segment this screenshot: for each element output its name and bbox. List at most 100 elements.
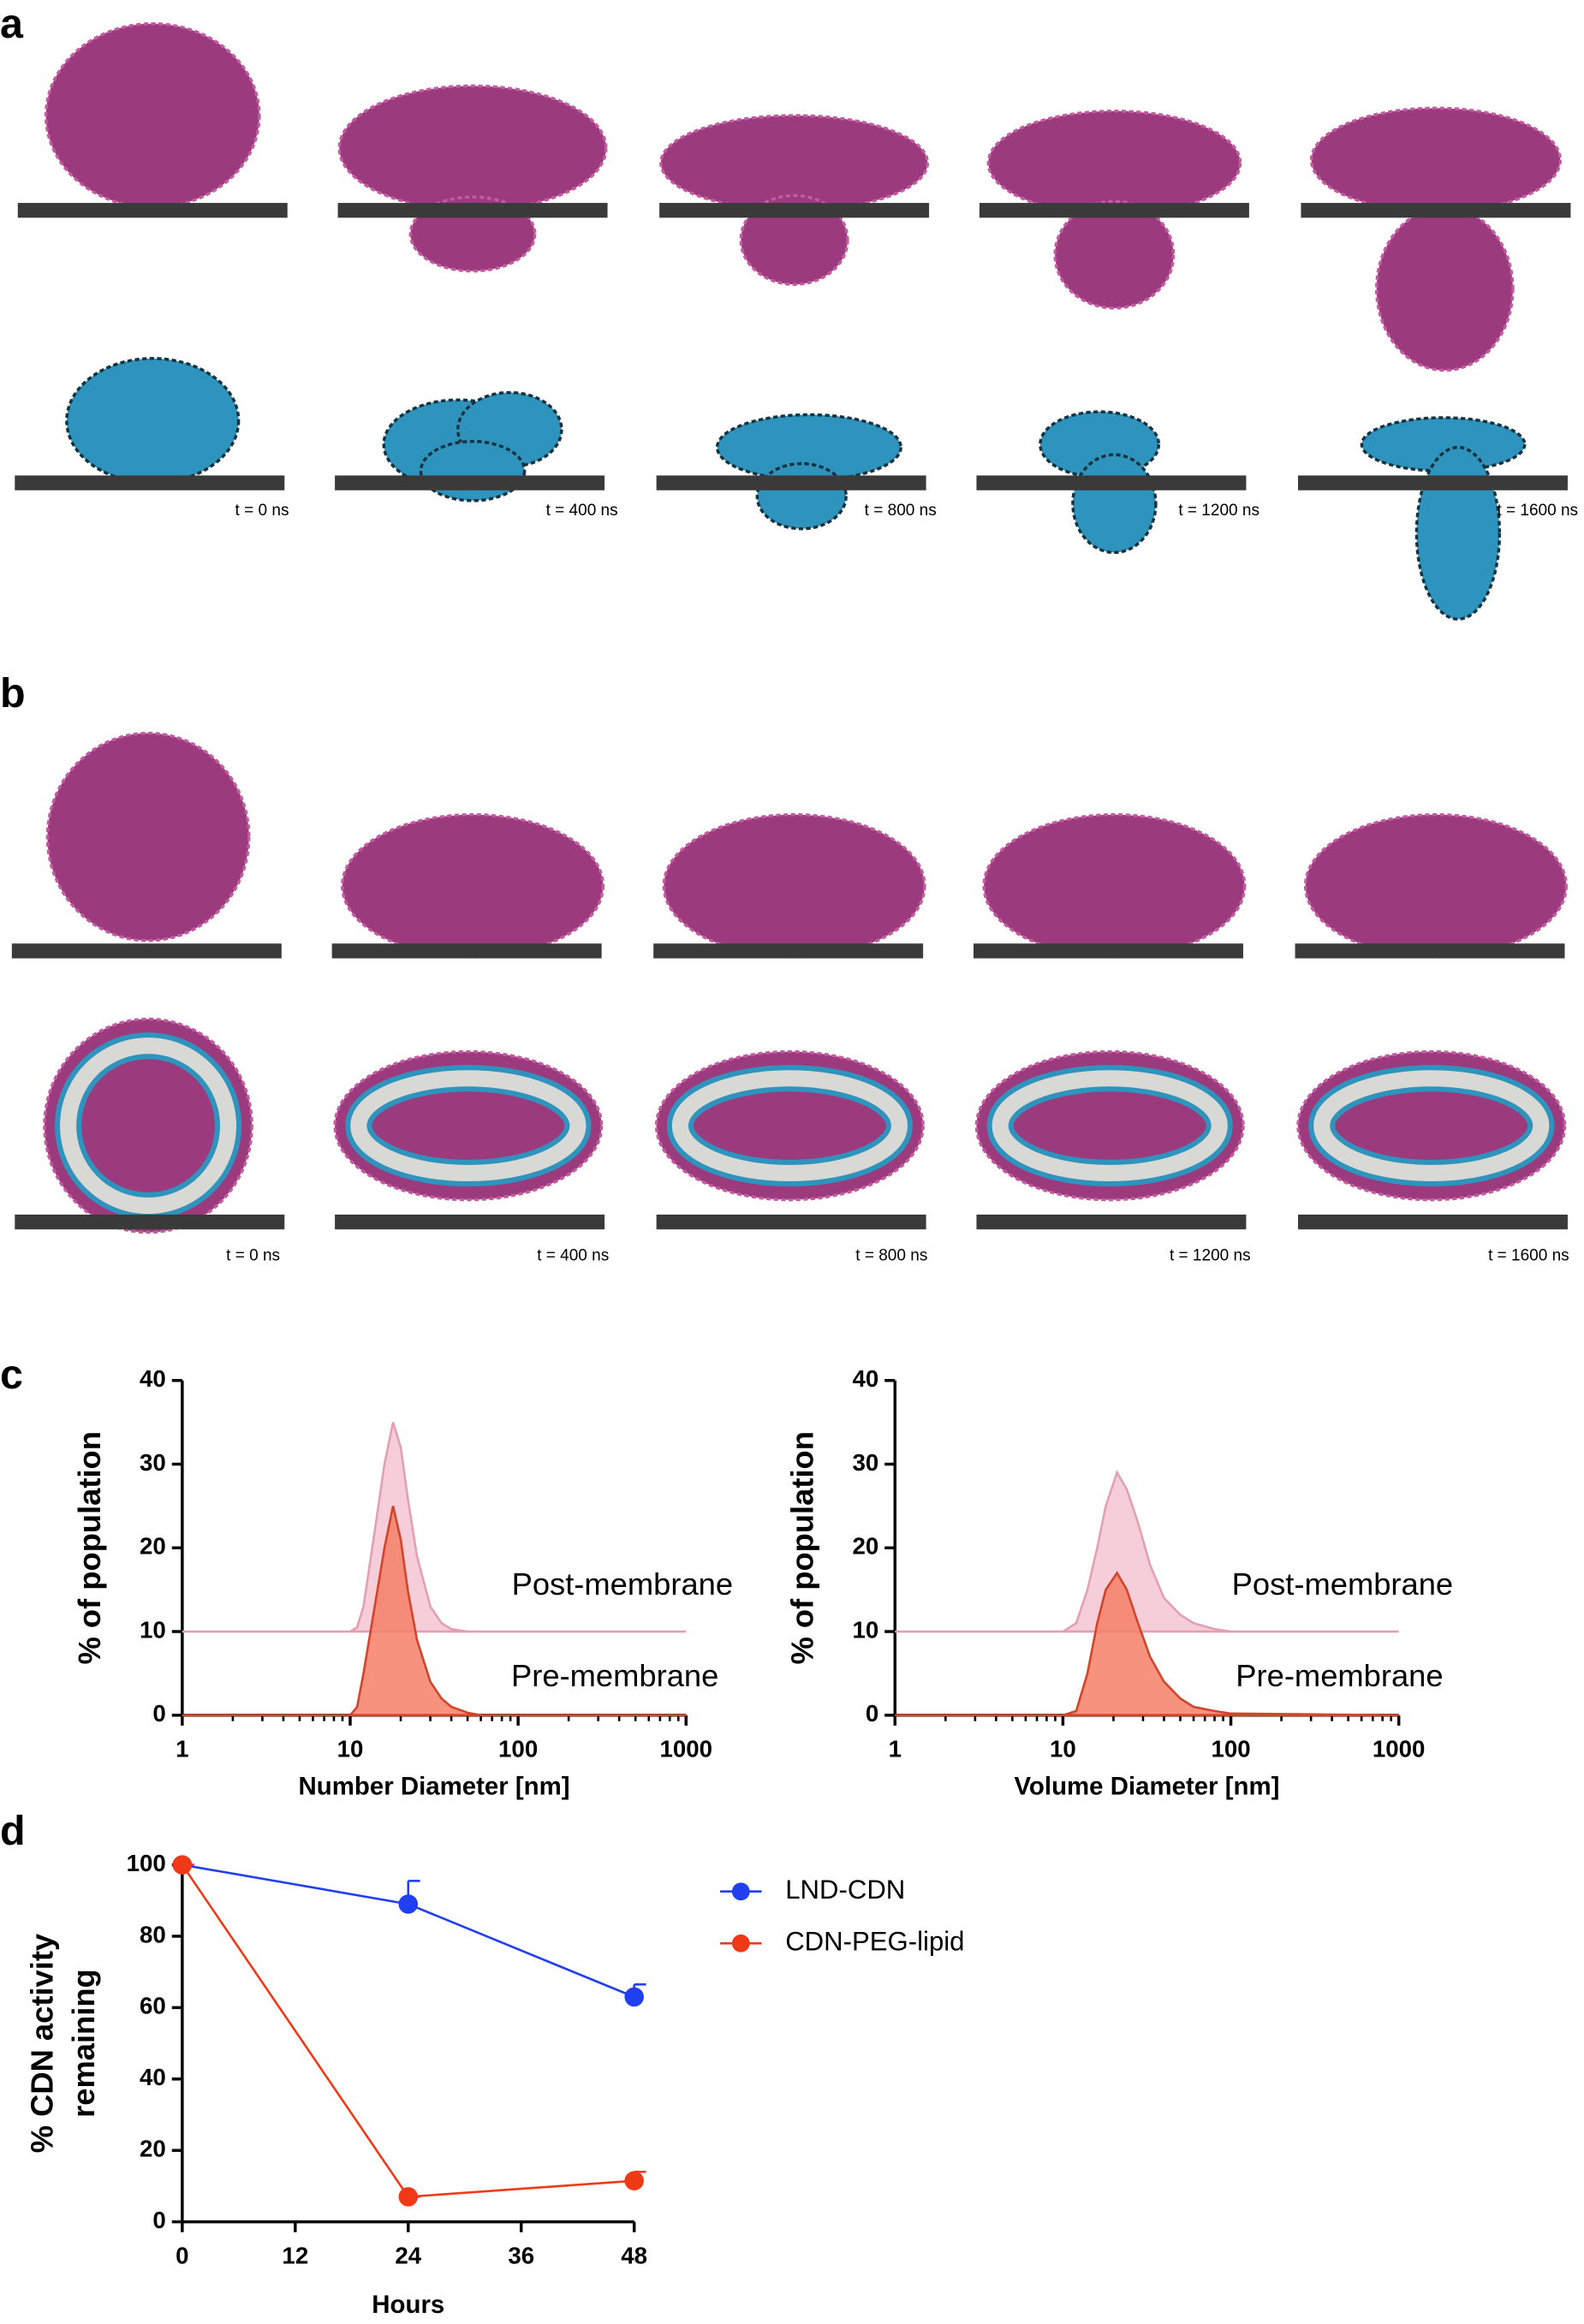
time-label: t = 0 ns — [235, 502, 289, 520]
marker — [172, 1855, 193, 1875]
x-tick-label: 1 — [176, 1736, 188, 1762]
x-axis-title: Number Diameter [nm] — [299, 1772, 570, 1800]
marker — [624, 1987, 644, 2007]
panel-label: c — [0, 1352, 23, 1398]
particle — [1414, 445, 1502, 621]
bilayer-core — [1313, 1070, 1550, 1181]
legend-marker — [731, 1934, 750, 1953]
legend-marker — [731, 1882, 750, 1901]
time-label: t = 400 ns — [546, 502, 618, 520]
y-tick-label: 0 — [866, 1700, 878, 1727]
bilayer-core — [991, 1070, 1228, 1181]
y-tick-label: 40 — [852, 1365, 878, 1392]
time-label: t = 1200 ns — [1170, 1246, 1251, 1264]
y-tick-label: 20 — [140, 2136, 166, 2162]
bilayer-core — [350, 1070, 587, 1181]
membrane — [656, 475, 926, 490]
y-tick-label: 20 — [852, 1533, 878, 1560]
bilayer-core — [60, 1037, 237, 1215]
x-tick-label: 1 — [889, 1736, 902, 1762]
x-tick-label: 1000 — [1373, 1736, 1426, 1762]
x-tick-label: 100 — [1211, 1736, 1250, 1762]
particle — [1053, 199, 1176, 310]
particle — [982, 812, 1247, 959]
marker — [624, 2171, 644, 2190]
membrane — [15, 475, 285, 490]
membrane — [659, 203, 930, 218]
time-label: t = 0 ns — [226, 1246, 280, 1264]
x-tick-label: 10 — [337, 1736, 364, 1762]
membrane — [17, 203, 288, 218]
membrane — [1301, 203, 1571, 218]
y-axis-title: remaining — [66, 1969, 101, 2118]
time-label: t = 1200 ns — [1178, 502, 1259, 520]
particle — [337, 84, 608, 212]
membrane — [973, 943, 1243, 959]
y-tick-label: 10 — [852, 1616, 878, 1643]
particle — [341, 812, 605, 959]
y-tick-label: 80 — [140, 1921, 166, 1947]
series-label: Post-membrane — [1232, 1566, 1453, 1602]
area — [182, 1422, 687, 1633]
y-tick-label: 0 — [152, 2207, 165, 2233]
x-tick-label: 0 — [176, 2242, 188, 2268]
membrane — [976, 475, 1247, 490]
particle — [65, 357, 241, 484]
x-tick-label: 100 — [498, 1736, 538, 1762]
y-axis-title: % of population — [72, 1431, 107, 1664]
time-label: t = 800 ns — [865, 502, 937, 520]
membrane — [979, 203, 1249, 218]
y-tick-label: 30 — [852, 1449, 878, 1476]
x-axis-title: Hours — [372, 2291, 444, 2319]
series-label: Pre-membrane — [511, 1658, 718, 1693]
y-tick-label: 0 — [152, 1700, 165, 1727]
membrane — [11, 943, 282, 959]
panel-label: b — [0, 670, 26, 716]
bilayer-core — [671, 1070, 908, 1181]
membrane — [335, 1214, 605, 1230]
particle — [1303, 812, 1568, 959]
particle — [662, 812, 926, 959]
x-tick-label: 24 — [395, 2242, 421, 2268]
panel-label: d — [0, 1808, 26, 1854]
membrane — [15, 1214, 285, 1230]
y-axis-title: % CDN activity — [25, 1933, 60, 2153]
y-tick-label: 100 — [127, 1850, 166, 1876]
line — [181, 1863, 634, 2198]
particle — [419, 439, 527, 502]
legend-label: LND-CDN — [785, 1875, 905, 1905]
legend-label: CDN-PEG-lipid — [785, 1927, 964, 1957]
membrane — [1297, 1214, 1568, 1230]
membrane — [337, 203, 608, 218]
x-tick-label: 10 — [1050, 1736, 1076, 1762]
y-tick-label: 40 — [140, 2064, 166, 2090]
area — [895, 1470, 1399, 1633]
x-tick-label: 48 — [621, 2242, 647, 2268]
time-label: t = 800 ns — [855, 1246, 927, 1264]
time-label: t = 400 ns — [537, 1246, 609, 1264]
x-tick-label: 12 — [282, 2242, 308, 2268]
membrane — [1295, 943, 1565, 959]
y-axis-title: % of population — [784, 1431, 819, 1664]
x-axis-title: Volume Diameter [nm] — [1015, 1772, 1280, 1800]
particle — [44, 21, 261, 209]
time-label: t = 1600 ns — [1497, 502, 1578, 520]
particle — [1374, 205, 1515, 372]
particle — [1071, 453, 1158, 555]
area — [182, 1506, 687, 1717]
y-tick-label: 10 — [140, 1616, 166, 1643]
x-tick-label: 36 — [508, 2242, 534, 2268]
membrane — [335, 475, 605, 490]
y-tick-label: 40 — [140, 1365, 166, 1392]
y-tick-label: 20 — [140, 1533, 166, 1560]
series-label: Post-membrane — [512, 1566, 733, 1602]
panel-label: a — [0, 1, 24, 47]
area — [895, 1571, 1399, 1717]
marker — [398, 1894, 419, 1914]
membrane — [653, 943, 924, 959]
particle — [986, 110, 1242, 217]
particle — [755, 461, 848, 531]
marker — [398, 2187, 419, 2207]
particle — [715, 413, 902, 482]
